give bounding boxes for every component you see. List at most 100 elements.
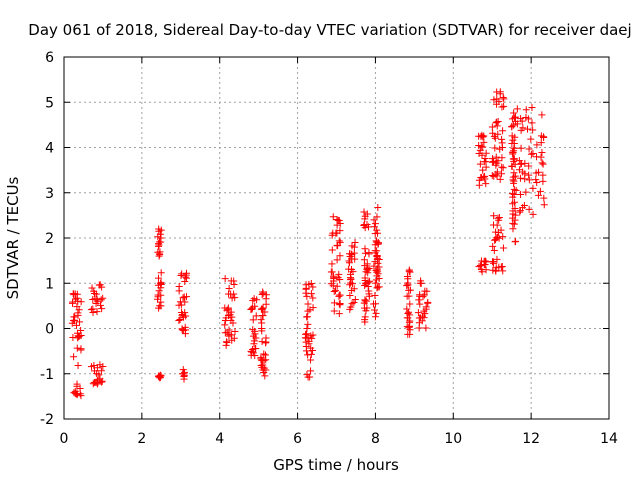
data-point bbox=[154, 233, 162, 241]
data-point bbox=[517, 144, 525, 152]
x-tick-label: 14 bbox=[600, 431, 618, 447]
data-point bbox=[157, 234, 165, 242]
data-point bbox=[182, 293, 190, 301]
data-point bbox=[261, 308, 269, 316]
data-point bbox=[525, 171, 533, 179]
data-point bbox=[508, 162, 516, 170]
data-point bbox=[538, 111, 546, 119]
data-point bbox=[305, 280, 313, 288]
data-point bbox=[538, 159, 546, 167]
data-point bbox=[365, 250, 373, 258]
y-tick-labels: -2 -1 0 1 2 3 4 5 6 bbox=[40, 50, 54, 428]
data-point bbox=[510, 144, 518, 152]
data-point bbox=[93, 308, 101, 316]
data-point bbox=[511, 198, 519, 206]
data-point bbox=[69, 298, 77, 306]
data-point bbox=[155, 287, 163, 295]
data-point bbox=[373, 268, 381, 276]
data-point bbox=[374, 240, 382, 248]
data-point bbox=[96, 281, 104, 289]
data-point bbox=[87, 306, 95, 314]
data-point bbox=[156, 372, 164, 380]
data-point bbox=[540, 194, 548, 202]
data-point bbox=[348, 300, 356, 308]
data-point bbox=[257, 362, 265, 370]
x-tick-label: 0 bbox=[60, 431, 69, 447]
data-point bbox=[330, 307, 338, 315]
data-point bbox=[350, 285, 358, 293]
data-point bbox=[510, 109, 518, 117]
data-point bbox=[540, 133, 548, 141]
data-point bbox=[74, 297, 82, 305]
data-point bbox=[69, 334, 77, 342]
data-point bbox=[499, 127, 507, 135]
data-point bbox=[524, 115, 532, 123]
data-point bbox=[351, 296, 359, 304]
data-point bbox=[497, 226, 505, 234]
data-point bbox=[363, 220, 371, 228]
data-point bbox=[371, 292, 379, 300]
y-tick-label: 3 bbox=[45, 186, 54, 202]
data-point bbox=[508, 122, 516, 130]
data-point bbox=[74, 309, 82, 317]
data-point bbox=[533, 153, 541, 161]
data-point bbox=[307, 290, 315, 298]
data-point bbox=[510, 220, 518, 228]
data-point bbox=[225, 284, 233, 292]
data-point bbox=[482, 163, 490, 171]
data-point bbox=[488, 158, 496, 166]
data-point bbox=[490, 259, 498, 267]
data-point bbox=[511, 172, 519, 180]
data-point bbox=[90, 378, 98, 386]
data-point bbox=[522, 106, 530, 114]
data-point bbox=[517, 160, 525, 168]
data-point bbox=[258, 319, 266, 327]
data-point bbox=[77, 327, 85, 335]
data-point bbox=[417, 279, 425, 287]
data-point bbox=[533, 141, 541, 149]
data-point bbox=[305, 340, 313, 348]
data-point bbox=[260, 369, 268, 377]
data-point bbox=[334, 274, 342, 282]
data-point bbox=[493, 88, 501, 96]
data-point bbox=[333, 282, 341, 290]
data-point bbox=[371, 220, 379, 228]
data-point bbox=[424, 298, 432, 306]
data-point bbox=[228, 313, 236, 321]
data-point bbox=[480, 132, 488, 140]
data-point bbox=[475, 263, 483, 271]
x-tick-label: 12 bbox=[522, 431, 540, 447]
data-point bbox=[363, 264, 371, 272]
data-point bbox=[509, 121, 517, 129]
axis-ticks bbox=[63, 56, 610, 420]
data-point bbox=[482, 258, 490, 266]
data-point bbox=[481, 155, 489, 163]
data-point bbox=[375, 274, 383, 282]
data-point bbox=[345, 259, 353, 267]
data-point bbox=[479, 166, 487, 174]
data-point bbox=[493, 122, 501, 130]
data-point bbox=[330, 287, 338, 295]
data-point bbox=[509, 149, 517, 157]
data-point bbox=[496, 145, 504, 153]
data-point bbox=[516, 207, 524, 215]
data-point bbox=[370, 223, 378, 231]
data-point bbox=[475, 141, 483, 149]
data-point bbox=[327, 280, 335, 288]
data-point bbox=[420, 307, 428, 315]
data-point bbox=[252, 334, 260, 342]
data-point bbox=[175, 301, 183, 309]
data-point bbox=[513, 105, 521, 113]
data-point bbox=[76, 332, 84, 340]
data-point bbox=[259, 304, 267, 312]
data-point bbox=[307, 350, 315, 358]
data-point bbox=[509, 176, 517, 184]
data-point bbox=[490, 172, 498, 180]
data-point bbox=[76, 318, 84, 326]
data-point bbox=[98, 305, 106, 313]
data-point bbox=[539, 177, 547, 185]
data-point bbox=[336, 219, 344, 227]
data-point bbox=[99, 363, 107, 371]
chart-title: Day 061 of 2018, Sidereal Day-to-day VTE… bbox=[28, 21, 631, 39]
data-point bbox=[336, 238, 344, 246]
